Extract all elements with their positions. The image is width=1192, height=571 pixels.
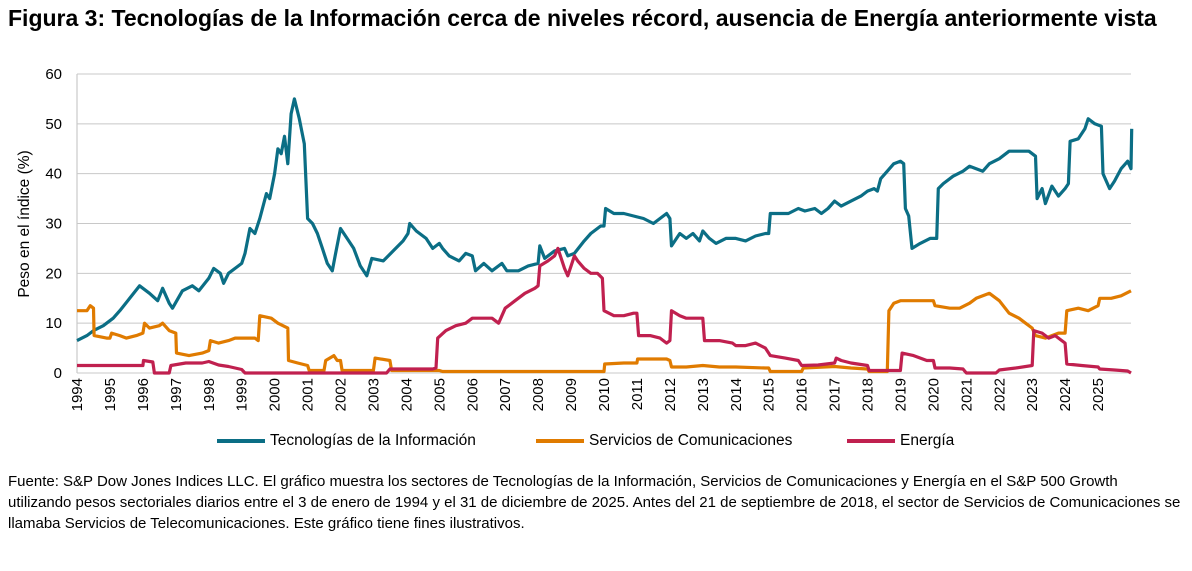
x-tick-label: 2001 (300, 378, 317, 411)
series-line-2 (77, 246, 1132, 375)
y-tick-label: 50 (45, 116, 62, 133)
x-tick-label: 2010 (596, 378, 613, 411)
legend-label: Tecnologías de la Información (270, 432, 476, 449)
x-tick-label: 2003 (365, 378, 382, 411)
legend-label: Energía (900, 432, 955, 449)
x-tick-label: 2023 (1024, 378, 1041, 411)
x-tick-label: 2011 (629, 378, 646, 410)
x-tick-label: 2000 (267, 378, 284, 411)
x-tick-label: 1999 (234, 378, 251, 411)
x-tick-label: 2004 (398, 378, 415, 411)
x-tick-label: 2020 (925, 378, 942, 411)
y-tick-label: 30 (45, 216, 62, 233)
source-note: Fuente: S&P Dow Jones Indices LLC. El gr… (8, 473, 1181, 532)
legend-label: Servicios de Comunicaciones (589, 432, 793, 449)
x-tick-label: 2015 (761, 378, 778, 411)
x-tick-label: 2012 (662, 378, 679, 411)
x-tick-label: 1998 (201, 378, 218, 411)
legend-item-comm: Servicios de Comunicaciones (536, 432, 792, 450)
x-tick-label: 2014 (728, 378, 745, 411)
x-tick-label: 1995 (102, 378, 119, 411)
legend-item-energy: Energía (847, 432, 954, 450)
y-tick-labels: 0 10 20 30 40 50 60 (45, 66, 62, 382)
y-tick-label: 10 (45, 315, 62, 332)
x-tick-label: 2018 (860, 378, 877, 411)
series-line-0 (76, 97, 1134, 343)
x-tick-label: 1997 (168, 378, 185, 411)
y-tick-label: 20 (45, 265, 62, 282)
x-tick-label: 2006 (464, 378, 481, 411)
x-tick-label: 1996 (135, 378, 152, 411)
y-tick-label: 60 (45, 66, 62, 83)
y-axis-title: Peso en el índice (%) (16, 150, 33, 297)
x-tick-label: 2019 (892, 378, 909, 411)
x-tick-label: 2008 (530, 378, 547, 411)
x-tick-label: 2007 (497, 378, 514, 411)
legend-swatch (536, 439, 584, 443)
x-tick-label: 2002 (333, 378, 350, 411)
chart-title: Figura 3: Tecnologías de la Información … (8, 5, 1157, 31)
x-tick-label: 2016 (794, 378, 811, 411)
x-tick-labels: 1994 1995 1996 1997 1998 1999 2000 2001 2002 2003… (69, 378, 1107, 411)
series-line-1 (77, 289, 1132, 374)
x-tick-label: 2024 (1057, 378, 1074, 411)
y-tick-label: 40 (45, 166, 62, 183)
legend-swatch (217, 439, 265, 443)
x-tick-label: 2025 (1090, 378, 1107, 411)
x-tick-label: 2017 (827, 378, 844, 411)
x-tick-label: 1994 (69, 378, 86, 411)
x-tick-label: 2021 (958, 378, 975, 411)
x-tick-label: 2022 (991, 378, 1008, 411)
legend-item-it: Tecnologías de la Información (217, 432, 476, 450)
x-tick-label: 2009 (563, 378, 580, 411)
x-tick-label: 2005 (431, 378, 448, 411)
y-tick-label: 0 (54, 365, 62, 382)
series-lines (76, 97, 1134, 375)
legend-swatch (847, 439, 895, 443)
x-tick-label: 2013 (695, 378, 712, 411)
